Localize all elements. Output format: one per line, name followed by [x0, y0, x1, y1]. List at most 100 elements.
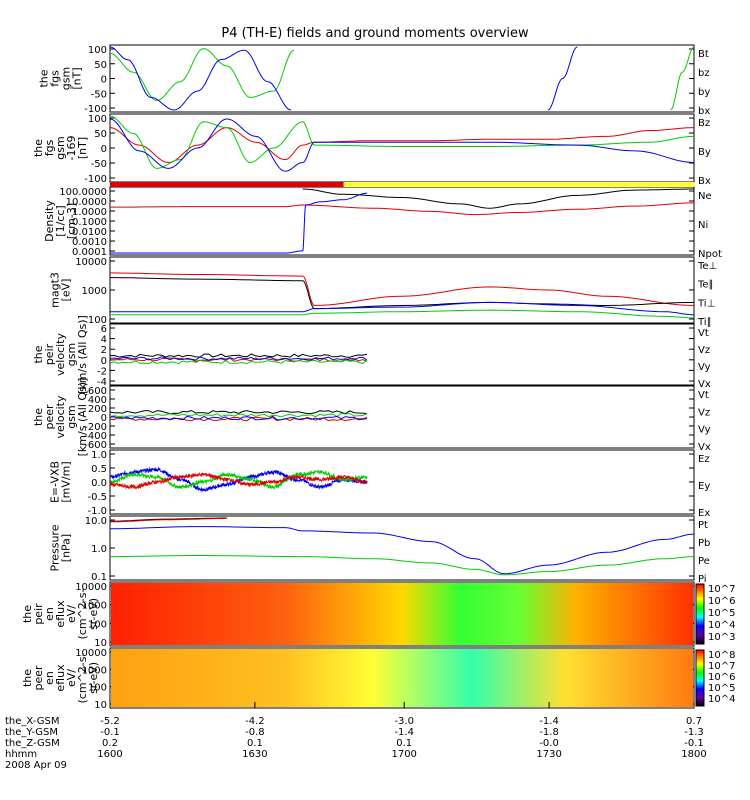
- ytick-label: 0.1: [91, 572, 107, 583]
- series-Bx: [109, 118, 695, 172]
- series-Pi: [110, 526, 695, 575]
- ytick-label: -100: [84, 104, 107, 115]
- legend-bx: bx: [698, 106, 710, 117]
- colorbar-label: 10^3: [708, 632, 735, 643]
- legend-Pi: Pi: [698, 574, 707, 585]
- ytick-label: 100: [88, 683, 107, 694]
- mode-bar-yellow: [343, 182, 694, 187]
- series-Pb: [109, 517, 227, 523]
- spectrogram: [111, 583, 693, 645]
- ylabel-line: the: [21, 669, 34, 687]
- ylabel-line: eflux: [54, 600, 67, 628]
- legend-Ne: Ne: [698, 191, 712, 202]
- panel-ylabel: thepeerenefluxeV/(cm^2-s-sr-eV): [21, 653, 100, 704]
- ytick-label: 0.0100: [72, 227, 107, 238]
- ytick-label: 1000: [82, 665, 107, 676]
- ytick-label: 10: [94, 638, 107, 649]
- panel-frame: [109, 581, 695, 647]
- ytick-label: 10.0: [85, 516, 107, 527]
- xtick-x: 0.7: [686, 716, 702, 727]
- colorbar: [695, 649, 705, 707]
- legend-Vx: Vx: [698, 442, 711, 453]
- legend-Bt: Bt: [698, 49, 709, 60]
- xtick-x: -3.0: [394, 716, 414, 727]
- series-By: [109, 115, 695, 169]
- legend-Pb: Pb: [698, 538, 710, 549]
- series-Pe: [110, 555, 694, 576]
- ytick-label: 10.0000: [66, 197, 107, 208]
- ytick-label: 0: [101, 413, 107, 424]
- series-Bz: [109, 127, 695, 164]
- ytick-label: -2: [97, 366, 107, 377]
- ylabel-line: (cm^2-s-: [76, 589, 89, 640]
- ylabel-line: the: [32, 408, 45, 426]
- legend-Ti⊥: Ti⊥: [697, 298, 715, 309]
- colorbar-label: 10^5: [708, 683, 735, 694]
- ytick-label: 1.0000: [72, 207, 107, 218]
- xtick-z: 0.1: [247, 738, 263, 749]
- series-Ne: [110, 202, 694, 216]
- series-Ni: [302, 188, 694, 209]
- panel-ylabel: Density[1/cc][cm-3]: [43, 200, 78, 242]
- panel-fgs2: thefgsgsm-169[nT]: [32, 113, 695, 183]
- series-Vx: [109, 356, 368, 361]
- panel-ylabel: thepeirvelocitygsm[km/s (All Qs)]: [32, 315, 89, 394]
- colorbar-label: 10^6: [708, 596, 735, 607]
- xtick-z: 0.2: [102, 738, 118, 749]
- colorbar-label: 10^6: [708, 672, 735, 683]
- legend-Pt: Pt: [698, 520, 708, 531]
- ytick-label: 0: [101, 144, 107, 155]
- legend-Vz: Vz: [698, 345, 710, 356]
- legend-Ey: Ey: [698, 481, 710, 492]
- spectrogram: [111, 649, 693, 707]
- colorbar-label: 10^5: [708, 608, 735, 619]
- legend-by: by: [698, 87, 710, 98]
- ytick-label: 200: [88, 404, 107, 415]
- ytick-label: 100: [88, 619, 107, 630]
- series-Vx: [109, 415, 368, 421]
- panel-ylabel: thefgsgsm[nT]: [38, 67, 84, 90]
- ytick-label: 0: [101, 356, 107, 367]
- ytick-label: 100: [88, 114, 107, 125]
- panel-peer_spec: thepeerenefluxeV/(cm^2-s-sr-eV): [21, 647, 705, 709]
- series-Vt: [109, 409, 368, 415]
- ylabel-line: Pressure: [49, 524, 62, 571]
- panel-frame: [109, 647, 695, 709]
- ytick-label: 1000: [82, 601, 107, 612]
- legend-Vz: Vz: [698, 407, 710, 418]
- legend-Bx: Bx: [698, 176, 711, 187]
- panel-peir: thepeirvelocitygsm[km/s (All Qs)]: [32, 315, 695, 394]
- panel-ylabel: Pressure[nPa]: [49, 524, 73, 571]
- panel-frame: [109, 44, 695, 113]
- ylabel-line: peer: [32, 665, 45, 691]
- ytick-label: 0.0: [91, 478, 107, 489]
- ylabel-line: eflux: [54, 664, 67, 692]
- ylabel-line: Density: [43, 200, 56, 242]
- ylabel-line: [1/cc]: [54, 205, 67, 236]
- series-Te∥: [110, 277, 695, 310]
- ytick-label: 10000: [75, 582, 107, 593]
- xtick-y: -0.8: [245, 727, 265, 738]
- ytick-label: -200: [84, 422, 107, 433]
- series-Vy: [109, 359, 368, 365]
- ytick-label: -1.0: [87, 506, 107, 517]
- xaxis-row-label: hhmm: [5, 749, 37, 760]
- colorbar-label: 10^4: [708, 620, 735, 631]
- xaxis-row-label: the_Y-GSM: [5, 727, 58, 738]
- ytick-label: 0.0010: [72, 237, 107, 248]
- xtick-hhmm: 1700: [391, 749, 416, 760]
- legend-Vy: Vy: [698, 362, 711, 373]
- legend-Npot: Npot: [698, 249, 722, 260]
- panel-frame: [109, 385, 695, 449]
- series-Npot: [110, 192, 368, 254]
- ylabel-line: the: [21, 605, 34, 623]
- ylabel-line: [cm-3]: [65, 203, 78, 239]
- series-Ey: [109, 469, 368, 490]
- series-Vy: [109, 412, 368, 418]
- ytick-label: 100: [88, 45, 107, 56]
- ylabel-line: [eV]: [60, 279, 73, 302]
- series-Ex: [109, 466, 368, 493]
- panel-pressure: Pressure[nPa]: [49, 515, 695, 581]
- ylabel-line: gsm: [54, 136, 67, 159]
